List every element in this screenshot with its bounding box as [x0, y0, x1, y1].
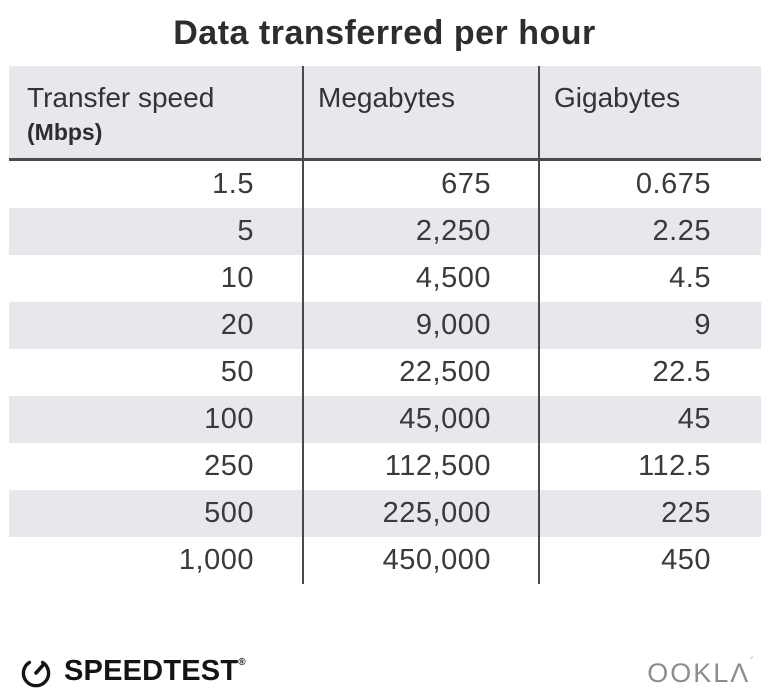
header-cell-gigabytes: Gigabytes [538, 66, 761, 158]
cell-megabytes: 45,000 [302, 396, 538, 443]
header-label: Gigabytes [554, 82, 681, 113]
table-row: 500 225,000 225 [9, 490, 761, 537]
cell-gigabytes: 22.5 [538, 349, 761, 396]
cell-megabytes: 22,500 [302, 349, 538, 396]
cell-gigabytes: 112.5 [538, 443, 761, 490]
cell-transfer-speed: 100 [204, 403, 254, 435]
cell-gigabytes: 45 [538, 396, 761, 443]
table-row: 100 45,000 45 [9, 396, 761, 443]
cell-gigabytes: 4.5 [538, 255, 761, 302]
table-row: 50 22,500 22.5 [9, 349, 761, 396]
cell-megabytes: 9,000 [302, 302, 538, 349]
table-row: 20 9,000 9 [9, 302, 761, 349]
cell-gigabytes: 9 [538, 302, 761, 349]
speedtest-logo: SPEEDTEST® [17, 652, 246, 690]
table-header-row: Transfer speed (Mbps) Megabytes Gigabyte… [9, 66, 761, 161]
cell-transfer-speed: 500 [204, 497, 254, 529]
cell-transfer-speed: 1,000 [178, 544, 254, 576]
table-row: 10 4,500 4.5 [9, 255, 761, 302]
header-label: Megabytes [318, 82, 455, 113]
header-unit-label: (Mbps) [27, 119, 103, 145]
cell-transfer-speed: 5 [237, 215, 254, 247]
cell-megabytes: 112,500 [302, 443, 538, 490]
cell-transfer-speed: 250 [204, 450, 254, 482]
cell-transfer-speed: 20 [220, 309, 254, 341]
cell-megabytes: 450,000 [302, 537, 538, 584]
header-label: Transfer speed [27, 82, 215, 113]
speedtest-trademark: ® [238, 656, 246, 668]
cell-gigabytes: 2.25 [538, 208, 761, 255]
data-table: Transfer speed (Mbps) Megabytes Gigabyte… [9, 66, 761, 584]
header-cell-megabytes: Megabytes [302, 66, 538, 158]
cell-megabytes: 4,500 [302, 255, 538, 302]
cell-transfer-speed: 1.5 [212, 168, 254, 200]
cell-gigabytes: 225 [538, 490, 761, 537]
cell-gigabytes: 450 [538, 537, 761, 584]
page-title: Data transferred per hour [173, 14, 596, 52]
table-row: 5 2,250 2.25 [9, 208, 761, 255]
ookla-wordmark: OOKLΛ [647, 658, 751, 688]
header-cell-transfer-speed: Transfer speed (Mbps) [9, 66, 302, 158]
cell-transfer-speed: 10 [220, 262, 254, 294]
speedtest-wordmark: SPEEDTEST® [64, 655, 246, 688]
ookla-trademark: ´ [750, 656, 754, 668]
ookla-logo: OOKLΛ´ [647, 656, 754, 689]
speedtest-label: SPEEDTEST [64, 654, 239, 687]
table-row: 250 112,500 112.5 [9, 443, 761, 490]
cell-megabytes: 675 [302, 161, 538, 208]
cell-megabytes: 2,250 [302, 208, 538, 255]
speedtest-gauge-icon [17, 652, 55, 690]
table-row: 1.5 675 0.675 [9, 161, 761, 208]
cell-gigabytes: 0.675 [538, 161, 761, 208]
table-body: 1.5 675 0.675 5 2,250 2.25 10 4,500 4.5 20 9,000 9 5… [9, 161, 761, 584]
cell-megabytes: 225,000 [302, 490, 538, 537]
cell-transfer-speed: 50 [220, 356, 254, 388]
table-row: 1,000 450,000 450 [9, 537, 761, 584]
